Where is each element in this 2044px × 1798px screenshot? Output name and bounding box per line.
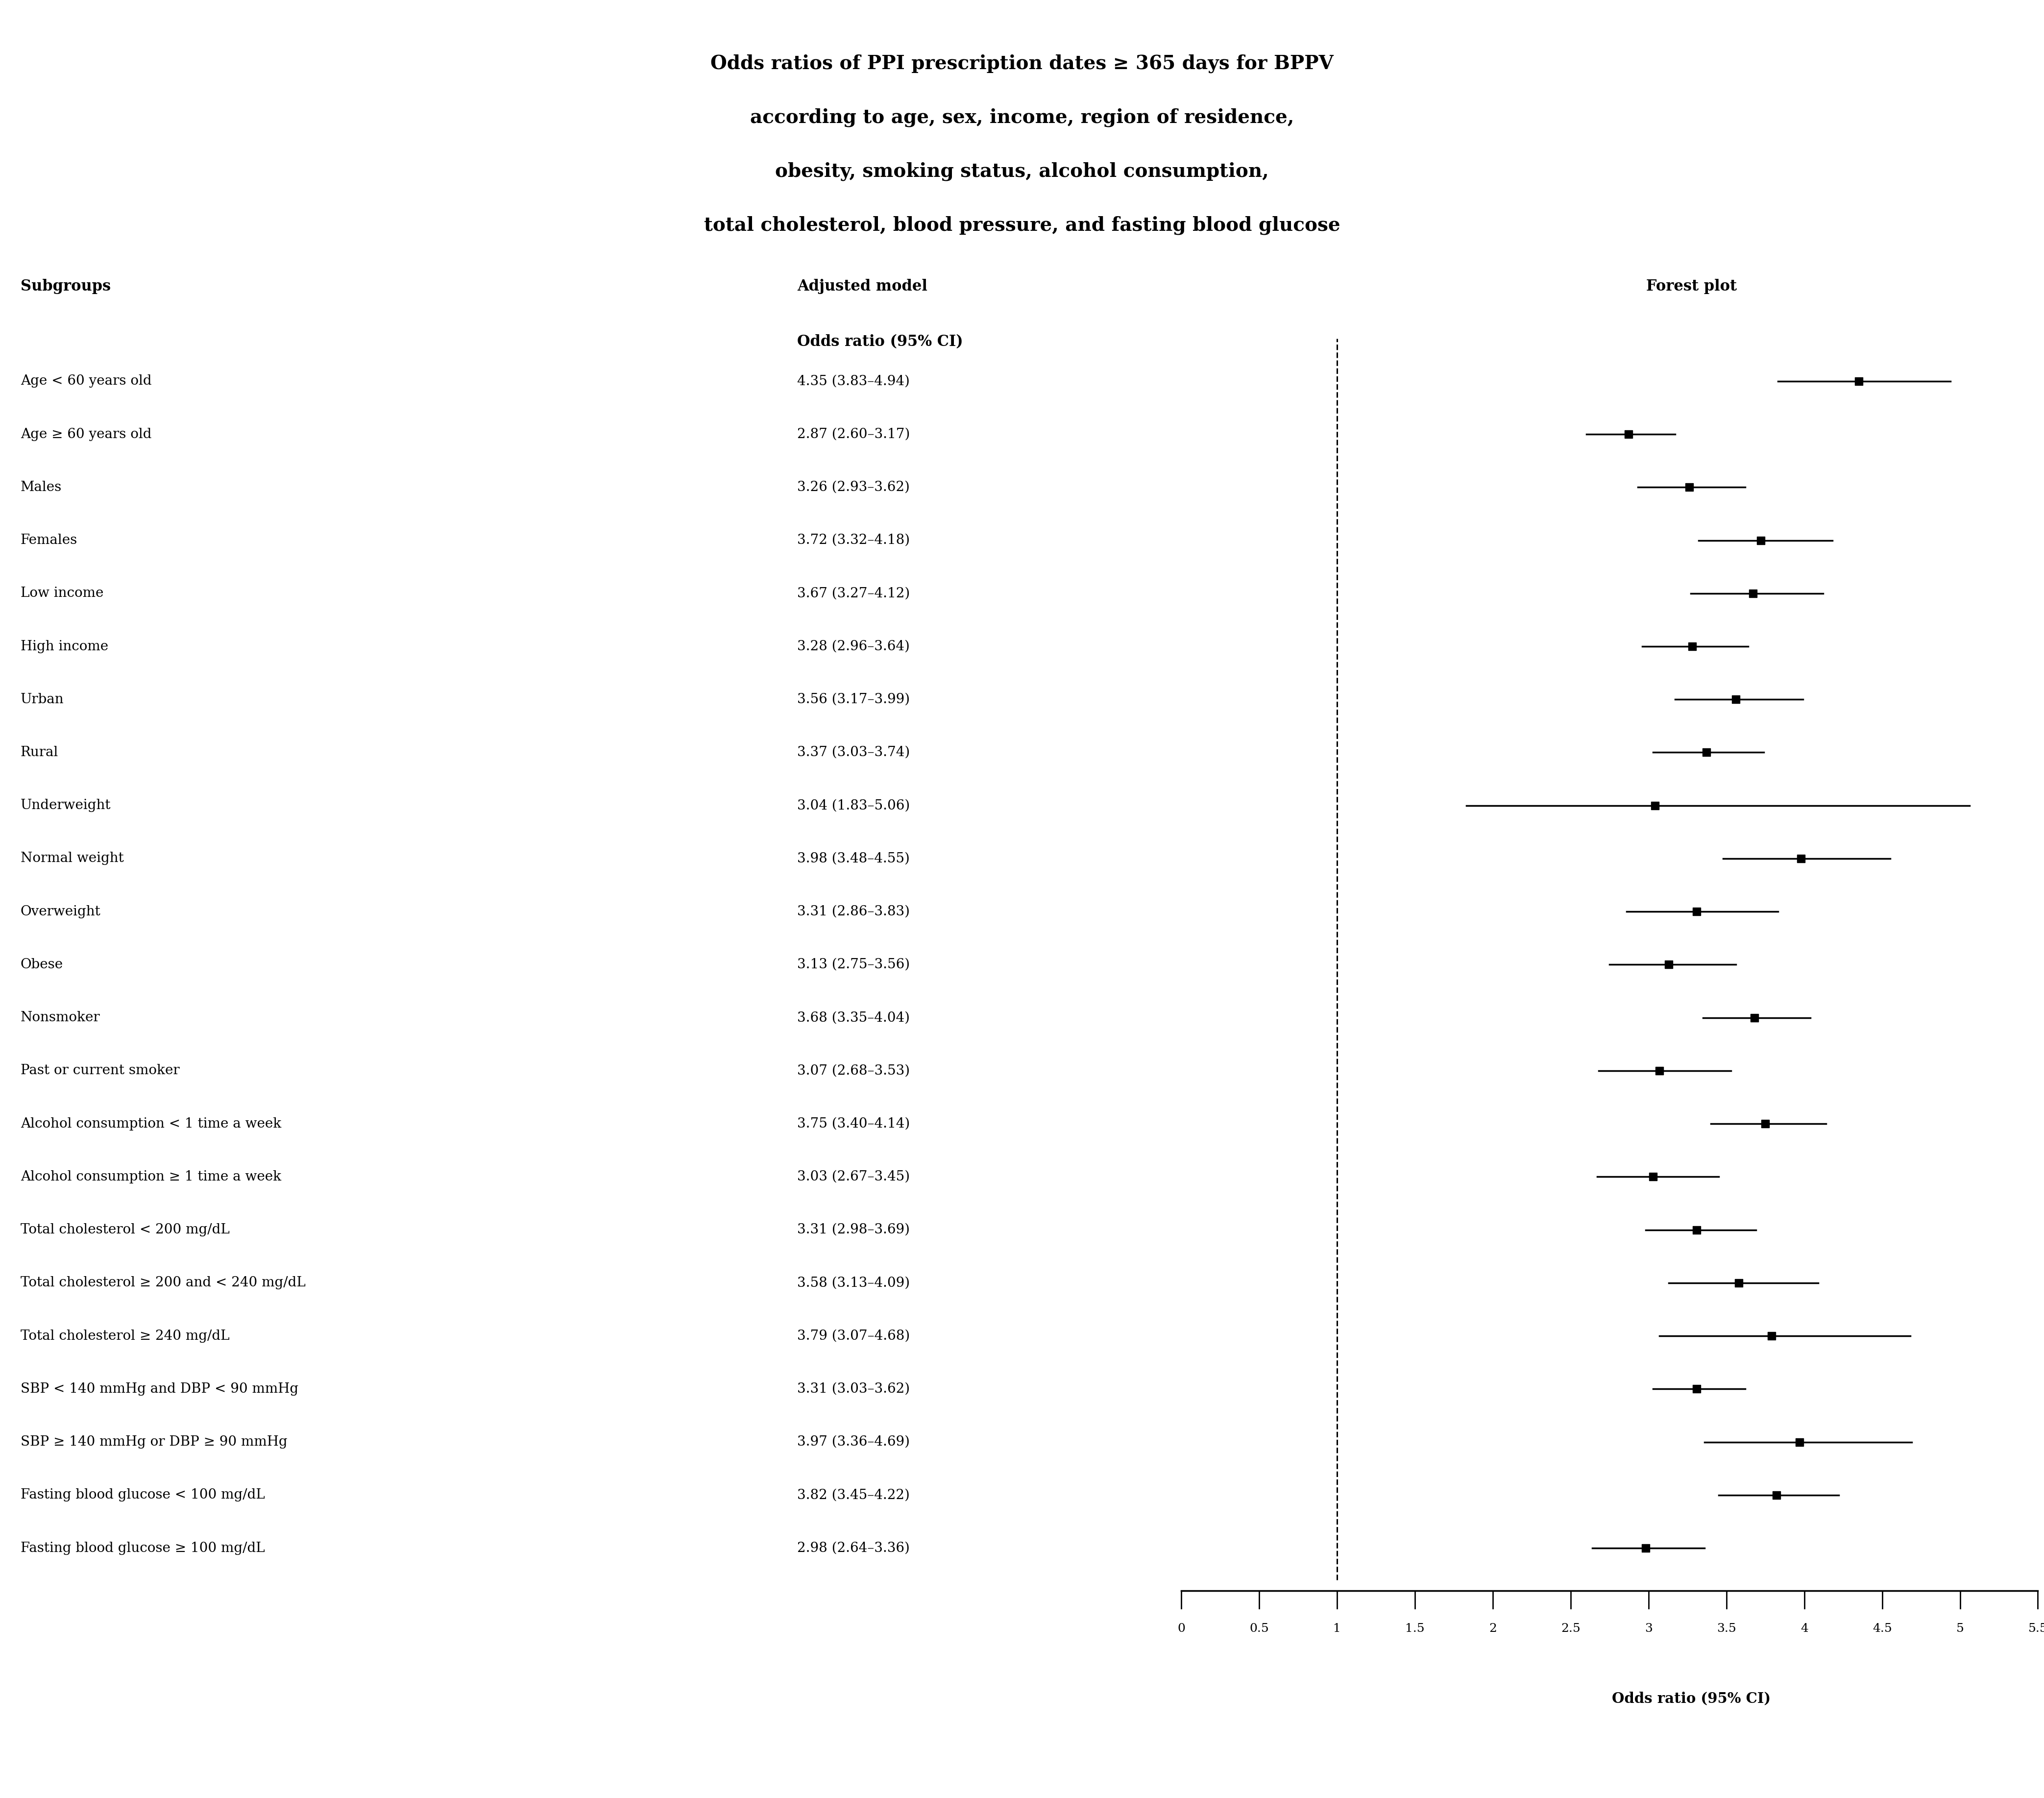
Text: 3.04 (1.83–5.06): 3.04 (1.83–5.06) [797, 798, 910, 813]
Text: 0: 0 [1177, 1624, 1186, 1634]
Text: Past or current smoker: Past or current smoker [20, 1064, 180, 1077]
Text: obesity, smoking status, alcohol consumption,: obesity, smoking status, alcohol consump… [775, 162, 1269, 180]
Text: High income: High income [20, 640, 108, 653]
Text: Females: Females [20, 534, 78, 547]
Text: 3.13 (2.75–3.56): 3.13 (2.75–3.56) [797, 958, 910, 971]
Text: Odds ratio (95% CI): Odds ratio (95% CI) [1613, 1692, 1770, 1706]
Text: 1.5: 1.5 [1406, 1624, 1425, 1634]
Text: 2: 2 [1488, 1624, 1496, 1634]
Text: 3.82 (3.45–4.22): 3.82 (3.45–4.22) [797, 1489, 910, 1501]
Text: Subgroups: Subgroups [20, 279, 110, 293]
Text: 0.5: 0.5 [1249, 1624, 1269, 1634]
Text: 3.97 (3.36–4.69): 3.97 (3.36–4.69) [797, 1435, 910, 1449]
Text: 3.56 (3.17–3.99): 3.56 (3.17–3.99) [797, 692, 910, 707]
Text: 3.68 (3.35–4.04): 3.68 (3.35–4.04) [797, 1010, 910, 1025]
Text: 4: 4 [1801, 1624, 1809, 1634]
Text: Overweight: Overweight [20, 904, 100, 919]
Text: 3.98 (3.48–4.55): 3.98 (3.48–4.55) [797, 852, 910, 865]
Text: 3.03 (2.67–3.45): 3.03 (2.67–3.45) [797, 1170, 910, 1183]
Text: 3.67 (3.27–4.12): 3.67 (3.27–4.12) [797, 586, 910, 601]
Text: Rural: Rural [20, 746, 59, 759]
Text: 3.75 (3.40–4.14): 3.75 (3.40–4.14) [797, 1117, 910, 1131]
Text: 5: 5 [1956, 1624, 1964, 1634]
Text: 3.26 (2.93–3.62): 3.26 (2.93–3.62) [797, 480, 910, 494]
Text: Odds ratios of PPI prescription dates ≥ 365 days for BPPV: Odds ratios of PPI prescription dates ≥ … [711, 54, 1333, 72]
Text: Normal weight: Normal weight [20, 852, 125, 865]
Text: 3.31 (2.86–3.83): 3.31 (2.86–3.83) [797, 904, 910, 919]
Text: Total cholesterol ≥ 240 mg/dL: Total cholesterol ≥ 240 mg/dL [20, 1329, 229, 1343]
Text: 3.31 (3.03–3.62): 3.31 (3.03–3.62) [797, 1383, 910, 1395]
Text: 3.31 (2.98–3.69): 3.31 (2.98–3.69) [797, 1223, 910, 1237]
Text: Alcohol consumption < 1 time a week: Alcohol consumption < 1 time a week [20, 1117, 282, 1131]
Text: Fasting blood glucose ≥ 100 mg/dL: Fasting blood glucose ≥ 100 mg/dL [20, 1541, 266, 1555]
Text: 2.98 (2.64–3.36): 2.98 (2.64–3.36) [797, 1541, 910, 1555]
Text: Males: Males [20, 480, 61, 494]
Text: Low income: Low income [20, 586, 104, 601]
Text: 2.5: 2.5 [1562, 1624, 1580, 1634]
Text: Alcohol consumption ≥ 1 time a week: Alcohol consumption ≥ 1 time a week [20, 1170, 282, 1183]
Text: 4.5: 4.5 [1872, 1624, 1893, 1634]
Text: 3: 3 [1645, 1624, 1652, 1634]
Text: Age ≥ 60 years old: Age ≥ 60 years old [20, 428, 151, 441]
Text: according to age, sex, income, region of residence,: according to age, sex, income, region of… [750, 108, 1294, 126]
Text: Adjusted model: Adjusted model [797, 279, 928, 293]
Text: 4.35 (3.83–4.94): 4.35 (3.83–4.94) [797, 374, 910, 388]
Text: Total cholesterol ≥ 200 and < 240 mg/dL: Total cholesterol ≥ 200 and < 240 mg/dL [20, 1277, 305, 1289]
Text: Odds ratio (95% CI): Odds ratio (95% CI) [797, 334, 963, 349]
Text: Obese: Obese [20, 958, 63, 971]
Text: 3.79 (3.07–4.68): 3.79 (3.07–4.68) [797, 1329, 910, 1343]
Text: SBP < 140 mmHg and DBP < 90 mmHg: SBP < 140 mmHg and DBP < 90 mmHg [20, 1383, 298, 1395]
Text: SBP ≥ 140 mmHg or DBP ≥ 90 mmHg: SBP ≥ 140 mmHg or DBP ≥ 90 mmHg [20, 1435, 288, 1449]
Text: 3.5: 3.5 [1717, 1624, 1735, 1634]
Text: 2.87 (2.60–3.17): 2.87 (2.60–3.17) [797, 428, 910, 441]
Text: total cholesterol, blood pressure, and fasting blood glucose: total cholesterol, blood pressure, and f… [703, 216, 1341, 234]
Text: 3.37 (3.03–3.74): 3.37 (3.03–3.74) [797, 746, 910, 759]
Text: 3.07 (2.68–3.53): 3.07 (2.68–3.53) [797, 1064, 910, 1077]
Text: Fasting blood glucose < 100 mg/dL: Fasting blood glucose < 100 mg/dL [20, 1489, 266, 1501]
Text: 1: 1 [1333, 1624, 1341, 1634]
Text: Total cholesterol < 200 mg/dL: Total cholesterol < 200 mg/dL [20, 1223, 229, 1237]
Text: 3.72 (3.32–4.18): 3.72 (3.32–4.18) [797, 534, 910, 547]
Text: Nonsmoker: Nonsmoker [20, 1010, 100, 1025]
Text: 5.5: 5.5 [2028, 1624, 2044, 1634]
Text: 3.58 (3.13–4.09): 3.58 (3.13–4.09) [797, 1277, 910, 1289]
Text: Urban: Urban [20, 692, 63, 707]
Text: 3.28 (2.96–3.64): 3.28 (2.96–3.64) [797, 640, 910, 653]
Text: Underweight: Underweight [20, 798, 110, 813]
Text: Age < 60 years old: Age < 60 years old [20, 374, 151, 388]
Text: Forest plot: Forest plot [1645, 279, 1737, 293]
